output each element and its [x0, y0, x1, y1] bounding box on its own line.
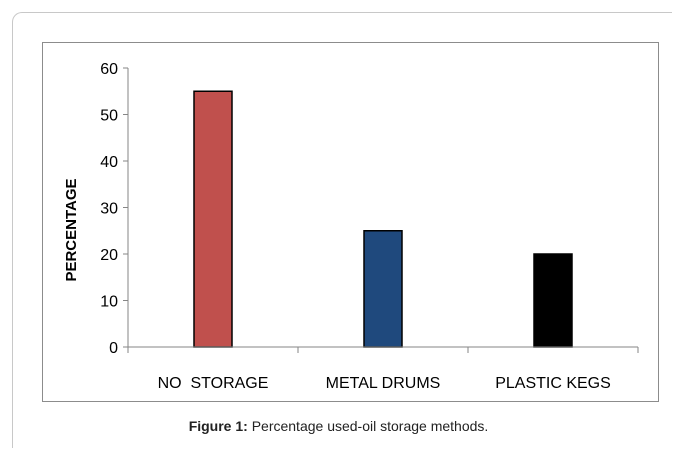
x-tick-label: METAL DRUMS	[326, 375, 441, 392]
y-tick-label: 50	[100, 108, 118, 125]
bar	[193, 90, 233, 348]
y-axis-label: PERCENTAGE	[63, 178, 80, 281]
y-tick-label: 20	[100, 247, 118, 264]
x-tick-label: NO STORAGE	[158, 375, 269, 392]
bar	[533, 253, 573, 348]
axes-layer: 0 10 20 30 40 50 60 NO STORAGE METAL DRUMS PLASTI…	[100, 61, 639, 392]
y-tick-label: 40	[100, 154, 118, 171]
y-tick-label: 60	[100, 61, 118, 78]
y-tick-label: 0	[109, 340, 118, 357]
bars-layer	[193, 90, 573, 348]
y-tick-label: 30	[100, 201, 118, 218]
figure-caption: Figure 1: Percentage used-oil storage me…	[0, 418, 677, 434]
caption-label: Figure 1:	[188, 418, 248, 434]
caption-text: Percentage used-oil storage methods.	[251, 418, 489, 434]
figure-frame	[12, 12, 672, 448]
bar	[363, 230, 403, 348]
x-tick-label: PLASTIC KEGS	[495, 375, 611, 392]
y-tick-label: 10	[100, 294, 118, 311]
